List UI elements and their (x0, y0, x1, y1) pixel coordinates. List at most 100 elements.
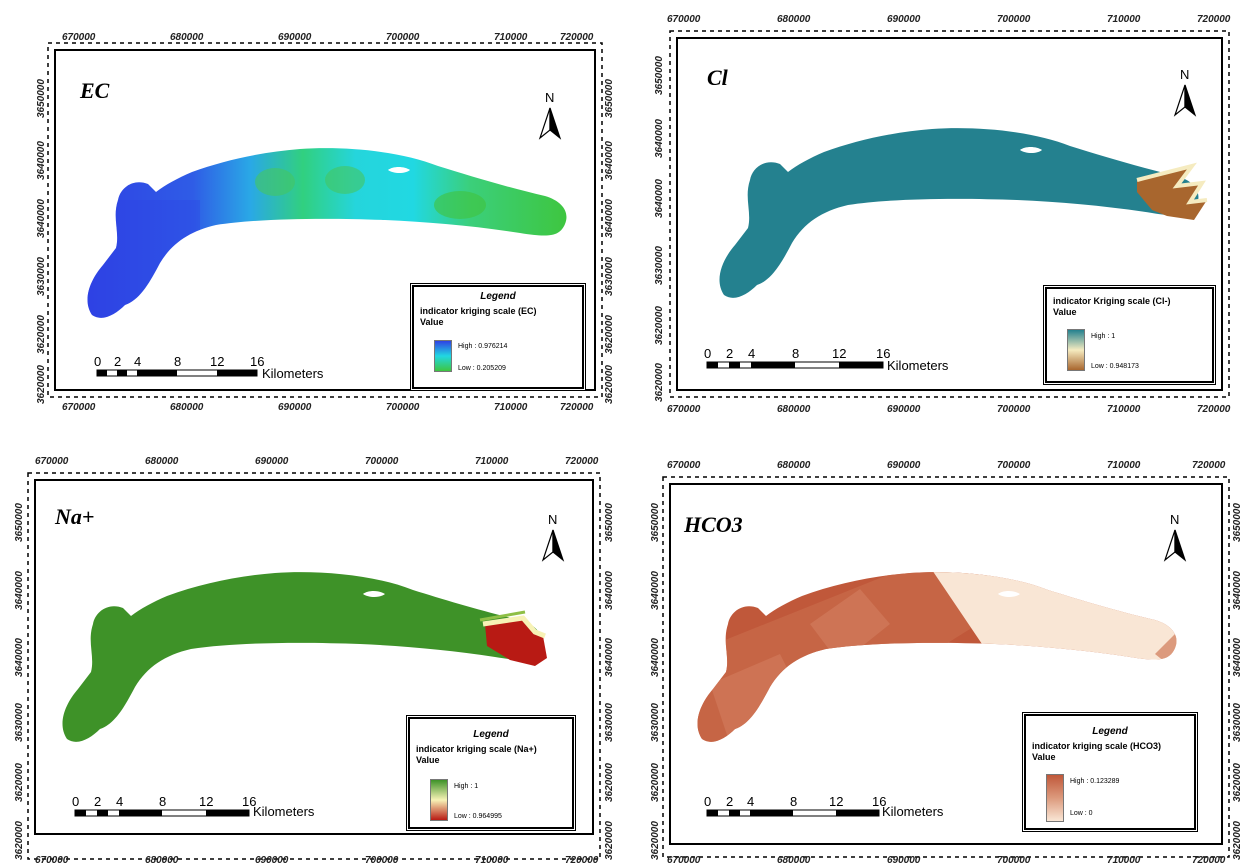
legend-value-label: Value (1053, 307, 1212, 317)
x-tick: 690000 (887, 855, 921, 864)
x-tick: 710000 (494, 32, 528, 43)
legend-color-ramp (1067, 329, 1085, 371)
x-tick: 680000 (777, 14, 811, 25)
legend-low: Low : 0.205209 (458, 365, 506, 372)
y-tick: 3620000 (14, 763, 25, 802)
x-tick: 720000 (565, 456, 599, 467)
y-tick: 3630000 (604, 257, 615, 296)
x-tick: 690000 (278, 32, 312, 43)
scale-unit: Kilometers (253, 804, 315, 819)
y-tick: 3620000 (1232, 763, 1243, 802)
y-ticks-right: 3650000 3640000 3640000 3630000 3620000 … (604, 79, 615, 404)
x-tick: 700000 (997, 404, 1031, 415)
y-tick: 3650000 (654, 56, 665, 95)
x-tick: 700000 (365, 855, 399, 864)
y-tick: 3640000 (650, 571, 661, 610)
x-tick: 700000 (997, 460, 1031, 471)
x-tick: 720000 (1192, 460, 1226, 471)
y-tick: 3650000 (36, 79, 47, 118)
legend-layer-name: indicator kriging scale (HCO3) (1032, 741, 1194, 751)
x-tick: 700000 (386, 402, 420, 413)
y-tick: 3640000 (604, 571, 615, 610)
x-tick: 680000 (170, 32, 204, 43)
x-tick: 690000 (255, 855, 289, 864)
y-tick: 3620000 (604, 763, 615, 802)
legend-title: Legend (414, 291, 582, 302)
x-tick: 710000 (1107, 404, 1141, 415)
map-panel-hco3: 670000 680000 690000 700000 710000 72000… (622, 432, 1244, 864)
y-tick: 3620000 (650, 763, 661, 802)
y-tick: 3650000 (1232, 503, 1243, 542)
legend-title: Legend (410, 729, 572, 740)
legend-low: Low : 0.948173 (1091, 363, 1139, 370)
legend-layer-name: indicator kriging scale (EC) (420, 306, 582, 316)
scale-label: 8 (159, 794, 166, 809)
x-tick: 710000 (475, 456, 509, 467)
legend-high: High : 1 (1091, 333, 1115, 340)
scale-label: 12 (210, 354, 224, 369)
x-tick: 690000 (887, 14, 921, 25)
legend-title: Legend (1026, 726, 1194, 737)
x-tick: 700000 (997, 855, 1031, 864)
x-tick: 690000 (887, 460, 921, 471)
scale-label: 4 (747, 794, 754, 809)
scale-label: 0 (94, 354, 101, 369)
x-tick: 710000 (1107, 460, 1141, 471)
map-panel-na: 670000 680000 690000 700000 710000 72000… (0, 432, 622, 864)
y-tick: 3650000 (604, 503, 615, 542)
y-tick: 3630000 (1232, 703, 1243, 742)
y-ticks-left: 3650000 3640000 3640000 3630000 3620000 … (650, 503, 661, 860)
x-tick: 680000 (777, 460, 811, 471)
x-tick: 680000 (145, 855, 179, 864)
y-ticks-right: 3650000 3640000 3640000 3630000 3620000 … (1232, 503, 1243, 860)
x-tick: 710000 (475, 855, 509, 864)
y-tick: 3640000 (654, 179, 665, 218)
x-tick: 720000 (1197, 14, 1231, 25)
y-tick: 3630000 (604, 703, 615, 742)
legend-box: indicator Kriging scale (Cl-) Value High… (1045, 287, 1214, 383)
y-tick: 3650000 (604, 79, 615, 118)
scale-label: 2 (726, 346, 733, 361)
legend-color-ramp (1046, 774, 1064, 822)
x-ticks-bottom: 670000 680000 690000 700000 710000 72000… (62, 402, 594, 413)
scale-label: 2 (94, 794, 101, 809)
y-tick: 3620000 (604, 315, 615, 354)
scale-label: 4 (748, 346, 755, 361)
y-tick: 3640000 (1232, 638, 1243, 677)
y-tick: 3650000 (650, 503, 661, 542)
y-tick: 3640000 (604, 141, 615, 180)
y-tick: 3620000 (650, 821, 661, 860)
scale-label: 12 (832, 346, 846, 361)
x-tick: 720000 (1197, 404, 1231, 415)
y-ticks-left: 3650000 3640000 3640000 3630000 3620000 … (654, 56, 665, 402)
y-ticks-left: 3650000 3640000 3640000 3630000 3620000 … (36, 79, 47, 404)
legend-high: High : 0.123289 (1070, 778, 1119, 785)
legend-low: Low : 0 (1070, 810, 1093, 817)
scale-label: 8 (790, 794, 797, 809)
scale-unit: Kilometers (887, 358, 949, 373)
scale-unit: Kilometers (262, 366, 324, 381)
legend-box: Legend indicator kriging scale (Na+) Val… (408, 717, 574, 829)
map-panel-cl: 670000 680000 690000 700000 710000 72000… (622, 0, 1244, 432)
y-tick: 3640000 (654, 119, 665, 158)
y-tick: 3640000 (1232, 571, 1243, 610)
x-tick: 720000 (560, 402, 594, 413)
y-tick: 3630000 (654, 246, 665, 285)
x-tick: 710000 (494, 402, 528, 413)
scale-label: 8 (174, 354, 181, 369)
scale-label: 4 (116, 794, 123, 809)
x-tick: 720000 (560, 32, 594, 43)
map-title: HCO3 (683, 512, 743, 537)
y-tick: 3620000 (654, 363, 665, 402)
x-tick: 700000 (365, 456, 399, 467)
x-tick: 710000 (1107, 855, 1141, 864)
legend-value-label: Value (416, 755, 572, 765)
north-label: N (545, 90, 554, 105)
y-tick: 3640000 (604, 199, 615, 238)
y-tick: 3640000 (604, 638, 615, 677)
y-tick: 3620000 (604, 365, 615, 404)
x-tick: 670000 (62, 402, 96, 413)
legend-high: High : 1 (454, 783, 478, 790)
y-tick: 3620000 (654, 306, 665, 345)
y-tick: 3640000 (14, 638, 25, 677)
